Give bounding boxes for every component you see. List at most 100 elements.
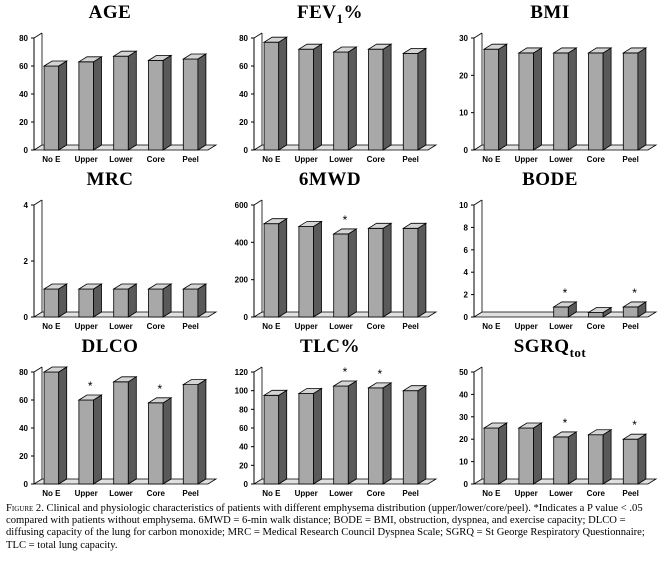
bar-side (382, 382, 392, 485)
chart-title: BODE (440, 169, 660, 191)
bar-side (417, 222, 427, 318)
x-tick-label: No E (482, 322, 501, 331)
bar-peel (181, 53, 208, 151)
bar-core (147, 54, 173, 151)
y-tick-label: 2 (24, 257, 29, 266)
bar-top (77, 56, 103, 63)
x-tick-label: Core (587, 322, 606, 331)
y-tick-label: 0 (464, 480, 469, 489)
x-tick-label: Lower (549, 322, 573, 331)
chart-title-text: FEV (297, 2, 337, 23)
significance-asterisk: * (377, 367, 382, 381)
bar-top (367, 382, 393, 389)
chart-panel-bode: BODE 0 2 4 6 8 10 No E Upper * Lower Core * Peel (440, 167, 660, 332)
bar-front (553, 52, 569, 151)
y-tick-label: 60 (239, 62, 248, 71)
bar-no-e (42, 283, 69, 318)
bar-top (401, 48, 428, 54)
x-tick-label: Lower (109, 155, 133, 164)
bar-no-e (262, 217, 289, 318)
y-tick-label: 30 (459, 413, 468, 422)
bar-top (367, 222, 393, 229)
bar-front (298, 48, 314, 151)
bar-side (58, 366, 68, 485)
bar-side (197, 283, 207, 318)
bar-no-e (42, 366, 69, 485)
bar-side (313, 220, 322, 318)
bar-front (622, 52, 639, 151)
bar-peel (181, 283, 208, 318)
y-tick-label: 4 (464, 268, 469, 277)
bar-top (147, 283, 173, 290)
y-tick-label: 20 (239, 118, 248, 127)
x-tick-label: Core (587, 489, 606, 498)
bar-side (382, 222, 392, 318)
x-tick-label: Peel (182, 322, 198, 331)
y-tick-label: 4 (24, 201, 29, 210)
bar-chart: 0 10 20 30 No E Upper Lower Core Peel (459, 32, 658, 164)
bar-side (567, 47, 577, 151)
x-tick-label: No E (262, 489, 281, 498)
chart-title: BMI (440, 2, 660, 24)
figure-label: Figure 2. (6, 503, 44, 514)
bar-side (533, 47, 542, 151)
bar-front (402, 390, 419, 485)
bar-side (347, 380, 357, 485)
bar-core (587, 47, 613, 151)
bar-front (78, 288, 94, 318)
bar-chart: 0 2 4 6 8 10 No E Upper * Lower Core * Peel (459, 199, 658, 331)
bar-front (78, 61, 94, 151)
bar-upper: * (77, 379, 103, 485)
y-tick-label: 80 (19, 368, 28, 377)
bar-top (332, 228, 358, 235)
x-tick-label: Peel (622, 322, 638, 331)
y-tick-label: 40 (459, 390, 468, 399)
bar-no-e (262, 36, 289, 151)
bar-side (347, 228, 357, 318)
bar-side (498, 422, 508, 485)
y-tick-label: 20 (19, 452, 28, 461)
bar-side (417, 47, 427, 151)
bar-front (368, 227, 384, 318)
bar-upper (297, 43, 323, 151)
chart-panel-bmi: BMI 0 10 20 30 No E Upper Lower Core Peel (440, 0, 660, 165)
x-tick-label: Upper (295, 489, 318, 498)
bar-top (181, 283, 208, 290)
chart-title: TLC% (220, 336, 440, 358)
y-tick-label: 40 (19, 424, 28, 433)
chart-panel-sgrq: SGRQtot 0 10 20 30 40 50 No E Upper * Lower Core * Pe… (440, 334, 660, 499)
bar-front (43, 288, 60, 318)
x-tick-label: No E (42, 155, 61, 164)
chart-panel-6mwd: 6MWD 0 200 400 600 No E Upper * Lower Core Peel (220, 167, 440, 332)
y-tick-label: 200 (235, 276, 249, 285)
x-tick-label: No E (262, 322, 281, 331)
bar-side (637, 433, 647, 485)
bar-front (43, 371, 60, 485)
x-tick-label: Upper (295, 322, 318, 331)
x-tick-label: Lower (549, 155, 573, 164)
x-tick-label: Lower (329, 322, 353, 331)
bar-side (417, 384, 427, 485)
x-tick-label: Upper (75, 489, 98, 498)
bar-chart: 0 20 40 60 80 No E * Upper Lower * Core Peel (19, 366, 218, 498)
significance-asterisk: * (563, 286, 568, 300)
y-tick-label: 50 (459, 368, 468, 377)
x-tick-label: Upper (515, 155, 538, 164)
figure-caption: Figure 2. Clinical and physiologic chara… (6, 503, 654, 552)
bar-no-e (262, 389, 289, 485)
bar-side (127, 50, 137, 151)
bar-front (588, 52, 604, 151)
bar-side (197, 378, 207, 485)
chart-panel-tlc: TLC% 0 20 40 60 80 100 120 No E Upper * Lower * Core P… (220, 334, 440, 499)
bar-upper (297, 220, 323, 318)
y-tick-label: 20 (19, 118, 28, 127)
bar-front (182, 288, 199, 318)
bar-side (602, 428, 612, 485)
x-tick-label: Upper (295, 155, 318, 164)
x-tick-label: Peel (182, 489, 198, 498)
chart-title-text: AGE (88, 2, 132, 23)
bar-front (553, 306, 569, 318)
bar-lower: * (332, 213, 358, 318)
x-tick-label: No E (482, 489, 501, 498)
bar-top (297, 221, 323, 227)
